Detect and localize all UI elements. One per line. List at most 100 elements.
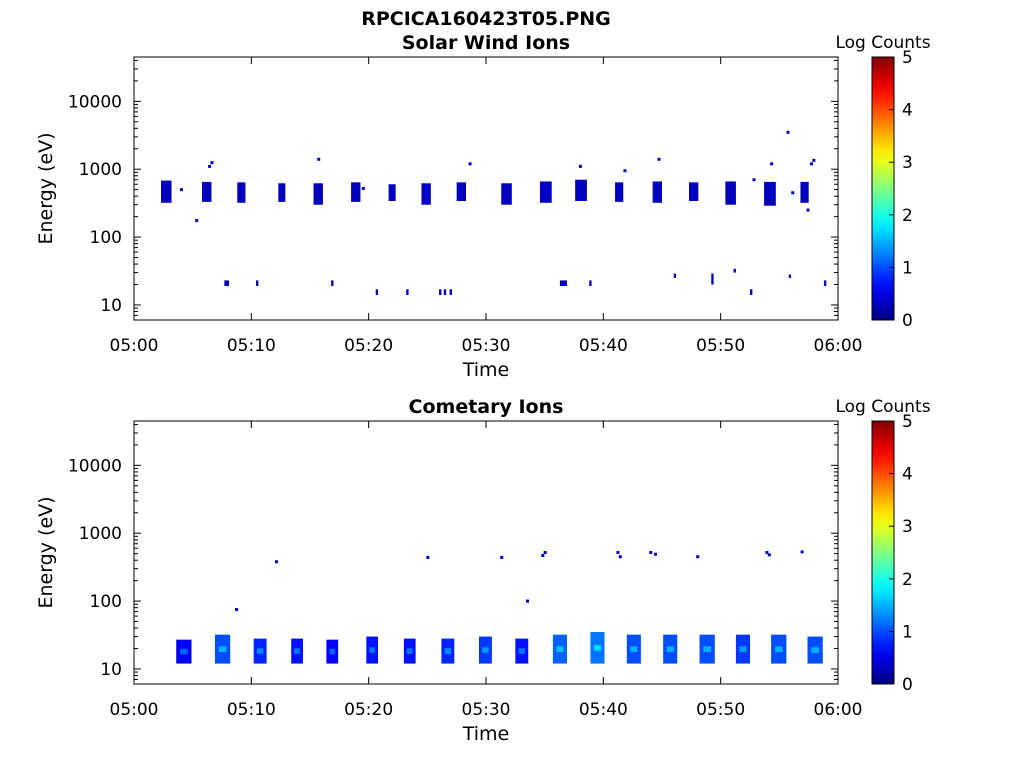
data-point bbox=[812, 158, 816, 162]
data-point bbox=[649, 550, 653, 554]
data-block-core bbox=[294, 648, 301, 654]
panel-title: Solar Wind Ions bbox=[402, 32, 570, 54]
data-point bbox=[578, 164, 582, 168]
data-block bbox=[800, 181, 809, 203]
data-point bbox=[765, 550, 769, 554]
colorbar-tick-label: 3 bbox=[902, 153, 913, 173]
data-block-core bbox=[329, 648, 336, 655]
colorbar-title: Log Counts bbox=[835, 33, 930, 53]
data-block bbox=[443, 289, 447, 296]
data-point bbox=[752, 178, 756, 182]
data-point bbox=[657, 157, 661, 161]
data-point bbox=[618, 555, 622, 559]
y-axis-label: Energy (eV) bbox=[35, 496, 57, 608]
colorbar-tick-label: 2 bbox=[902, 570, 913, 590]
data-point bbox=[696, 555, 700, 559]
data-block bbox=[351, 182, 361, 202]
colorbar-tick-label: 4 bbox=[902, 465, 913, 485]
data-point bbox=[235, 608, 239, 612]
data-block-core bbox=[406, 648, 413, 654]
colorbar-tick-label: 0 bbox=[902, 675, 913, 695]
colorbar: Log Counts 0 1 2 3 4 5 bbox=[835, 397, 930, 695]
data-block bbox=[615, 182, 624, 202]
panels: Solar Wind Ions 10 100 100 0 10000 05:00 05:10 0… bbox=[35, 32, 931, 745]
data-point bbox=[179, 188, 183, 192]
x-tick-label: 05:30 bbox=[462, 336, 511, 356]
y-ticks bbox=[134, 59, 838, 321]
y-tick-label: 10 bbox=[100, 660, 122, 680]
data-point bbox=[800, 550, 804, 554]
data-block bbox=[421, 183, 431, 205]
colorbar-tick-label: 5 bbox=[902, 48, 913, 68]
data-point bbox=[426, 555, 430, 559]
data-block-core bbox=[593, 644, 601, 651]
data-point bbox=[806, 208, 810, 212]
x-axis-label: Time bbox=[462, 723, 510, 745]
x-tick-label: 06:00 bbox=[814, 336, 863, 356]
data-point bbox=[616, 550, 620, 554]
x-tick-label: 05:00 bbox=[110, 700, 159, 720]
data-block-core bbox=[666, 646, 674, 652]
x-tick-label: 05:40 bbox=[579, 700, 628, 720]
data-block bbox=[160, 180, 172, 203]
data-block bbox=[375, 289, 379, 296]
spectrogram-data bbox=[160, 130, 827, 296]
x-tick-label: 05:10 bbox=[227, 700, 276, 720]
data-block bbox=[439, 289, 442, 296]
y-tick-label: 100 bbox=[90, 592, 122, 612]
colorbar-tick-label: 1 bbox=[902, 258, 913, 278]
y-tick-label: 10000 bbox=[68, 92, 122, 112]
data-point bbox=[770, 162, 774, 166]
y-axis-label: Energy (eV) bbox=[35, 132, 57, 244]
data-block bbox=[202, 181, 212, 202]
colorbar-title: Log Counts bbox=[835, 397, 930, 417]
colorbar-gradient bbox=[871, 420, 895, 685]
data-point bbox=[767, 553, 771, 557]
data-point bbox=[210, 161, 214, 165]
data-block-core bbox=[556, 646, 564, 652]
data-block bbox=[711, 273, 714, 285]
data-block-core bbox=[482, 647, 489, 653]
y-tick-label: 100 bbox=[90, 228, 122, 248]
x-tick-label: 05:10 bbox=[227, 336, 276, 356]
data-block bbox=[256, 280, 259, 287]
data-block bbox=[331, 280, 334, 287]
colorbar-tick-label: 2 bbox=[902, 206, 913, 226]
data-point bbox=[317, 157, 321, 161]
data-block-core bbox=[811, 647, 819, 653]
data-point bbox=[541, 553, 545, 557]
data-point bbox=[810, 162, 814, 166]
data-block bbox=[575, 179, 587, 202]
figure-title: RPCICA160423T05.PNG bbox=[361, 8, 611, 30]
data-block bbox=[823, 280, 827, 287]
colorbar: Log Counts 0 1 2 3 4 5 bbox=[835, 33, 930, 331]
y-ticks bbox=[134, 423, 838, 685]
data-block bbox=[725, 181, 736, 205]
data-block-core bbox=[180, 648, 188, 655]
x-tick-label: 05:20 bbox=[344, 336, 393, 356]
data-block bbox=[388, 184, 396, 202]
x-tick-label: 05:00 bbox=[110, 336, 159, 356]
data-point bbox=[653, 552, 657, 556]
data-point bbox=[468, 162, 472, 166]
panel-title: Cometary Ions bbox=[409, 396, 564, 418]
y-tick-label: 10000 bbox=[68, 456, 122, 476]
data-block-core bbox=[444, 648, 452, 654]
data-block-core bbox=[518, 648, 526, 654]
data-block bbox=[278, 183, 286, 202]
x-tick-label: 05:50 bbox=[696, 336, 745, 356]
data-block-core bbox=[369, 647, 376, 653]
y-tick-label: 10 bbox=[100, 296, 122, 316]
data-point bbox=[500, 555, 504, 559]
data-block bbox=[406, 289, 409, 296]
colorbar-tick-label: 3 bbox=[902, 517, 913, 537]
colorbar-gradient bbox=[871, 56, 895, 321]
data-point bbox=[526, 599, 530, 603]
data-point bbox=[786, 130, 790, 134]
data-point bbox=[791, 191, 795, 195]
data-block bbox=[313, 183, 323, 205]
data-point bbox=[361, 186, 365, 190]
x-axis-label: Time bbox=[462, 359, 510, 381]
